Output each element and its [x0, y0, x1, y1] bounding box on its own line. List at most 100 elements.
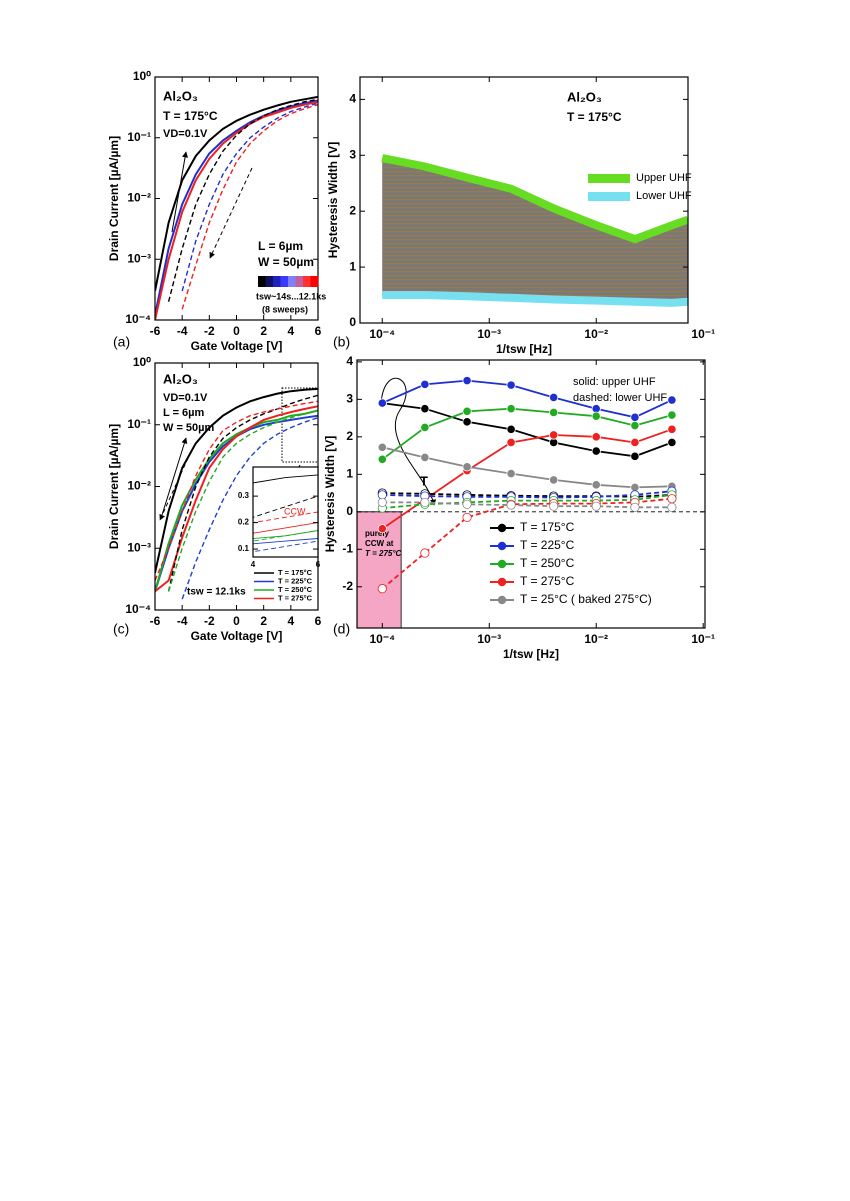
legend-label: T = 225°C [520, 538, 575, 552]
data-point [630, 437, 640, 448]
zoom-box [281, 387, 319, 463]
data-point [549, 407, 559, 418]
series-line [382, 494, 673, 509]
data-point [420, 452, 430, 463]
y-tick-label: 0.1 [238, 544, 250, 553]
data-point [591, 411, 601, 421]
annotation: T [420, 473, 428, 488]
data-point [667, 494, 677, 504]
y-tick-label: 10⁻⁴ [125, 602, 151, 616]
y-tick-label: 0 [346, 504, 353, 518]
annotation: L = 6µm [163, 407, 205, 419]
legend-swatch [588, 174, 630, 183]
legend-label: Lower UHF [636, 190, 692, 202]
colorbar-label: tsw~14s...12.1ks [256, 291, 326, 301]
legend-swatch [588, 192, 630, 201]
data-point [591, 501, 601, 511]
data-point [377, 584, 387, 594]
series-line [253, 530, 318, 542]
y-tick-label: 3 [349, 147, 356, 161]
data-point [462, 499, 472, 509]
legend-label: T = 275°C [520, 574, 575, 588]
series-line [253, 540, 318, 553]
region-text: T = 275°C [365, 549, 402, 558]
colorbar-swatch [303, 276, 311, 287]
legend-marker [497, 577, 507, 587]
data-point [420, 497, 430, 508]
series-line [382, 291, 688, 307]
colorbar-swatch [273, 276, 281, 287]
series-line [155, 405, 318, 593]
arrow [159, 457, 189, 521]
series-line [155, 99, 318, 316]
legend-marker [497, 541, 507, 551]
data-point [462, 512, 472, 523]
y-tick-label: 10⁻³ [127, 251, 151, 265]
panel-label: (b) [333, 334, 350, 350]
x-axis-label: 1/tsw [Hz] [503, 647, 559, 661]
data-point [506, 500, 516, 510]
x-tick-label: -2 [204, 324, 215, 338]
colorbar-swatch [258, 276, 266, 287]
data-point [630, 451, 640, 461]
annotation: T = 175°C [163, 109, 218, 123]
series-line [253, 495, 318, 518]
series-line [167, 394, 318, 592]
y-axis-label: Hysteresis Width [V] [323, 436, 337, 553]
legend-marker [497, 559, 507, 569]
x-tick-label: -4 [177, 614, 188, 628]
x-tick-label: 6 [315, 614, 322, 628]
y-tick-label: -1 [342, 541, 353, 555]
data-point [549, 475, 559, 485]
x-axis-label: 1/tsw [Hz] [496, 342, 552, 356]
data-point [462, 406, 472, 416]
region-text: CCW at [365, 539, 394, 548]
arrow [209, 167, 253, 259]
x-tick-label: 4 [251, 560, 256, 569]
y-tick-label: 2 [346, 429, 353, 443]
y-tick-label: 4 [346, 354, 353, 368]
panel: -6 -4 -2 0 2 4 6 10⁻⁴ 10⁻³ 10⁻² 10⁻¹ 10⁰ tsw~14s...1… [107, 69, 326, 353]
annotation: CCW [284, 506, 306, 516]
hysteresis-band [382, 158, 688, 303]
x-tick-label: 4 [287, 324, 294, 338]
legend-label: T = 225°C [278, 576, 313, 585]
x-tick-label: 2 [260, 324, 267, 338]
y-tick-label: 0.3 [238, 491, 250, 500]
data-point [630, 420, 640, 431]
data-point [462, 417, 472, 427]
data-point [377, 497, 387, 508]
x-tick-label: 10⁻⁴ [369, 632, 395, 646]
data-point [667, 437, 677, 448]
series-line [155, 95, 318, 292]
x-tick-label: 10⁻³ [477, 632, 501, 646]
series-line [382, 501, 672, 509]
y-tick-label: 10⁻² [127, 191, 151, 205]
data-point [506, 380, 516, 390]
x-tick-label: 2 [260, 614, 267, 628]
x-tick-label: 0 [233, 614, 240, 628]
colorbar-swatch [288, 276, 296, 287]
y-tick-label: 10⁻¹ [127, 417, 151, 431]
data-point [667, 502, 677, 512]
data-point [462, 376, 472, 386]
y-tick-label: 0 [349, 315, 356, 329]
y-tick-label: 1 [346, 466, 353, 480]
x-axis-label: Gate Voltage [V] [191, 339, 283, 353]
legend-label: T = 175°C [520, 520, 575, 534]
data-point [377, 398, 387, 408]
legend-label: T = 250°C [278, 585, 313, 594]
y-tick-label: 3 [346, 392, 353, 406]
series-line [381, 497, 672, 590]
y-tick-label: 10⁻⁴ [125, 312, 151, 326]
x-tick-label: 10⁻¹ [691, 632, 715, 646]
data-point [549, 392, 559, 403]
series-line [181, 104, 318, 310]
y-tick-label: 10⁻³ [127, 540, 151, 554]
y-tick-label: 0.2 [238, 518, 250, 527]
x-tick-label: 6 [315, 324, 322, 338]
x-tick-label: 10⁻² [584, 327, 608, 341]
x-tick-label: -2 [204, 614, 215, 628]
colorbar-swatch [310, 276, 319, 287]
